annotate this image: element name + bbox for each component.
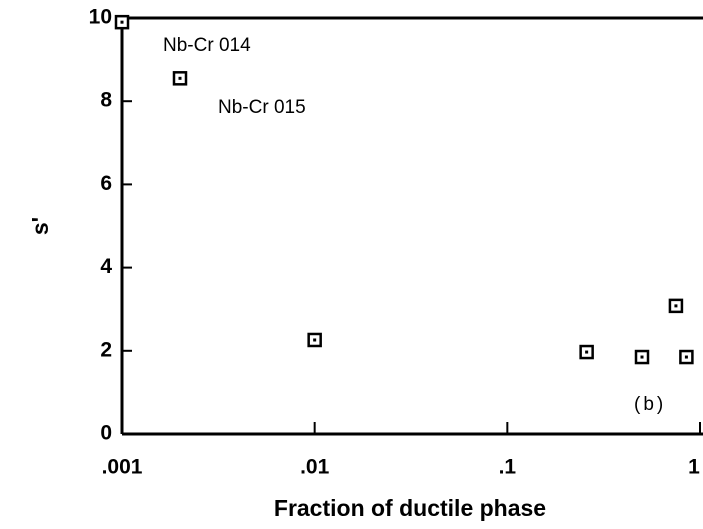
- annotation: Nb-Cr 014: [163, 35, 251, 56]
- point: [679, 349, 694, 365]
- y-tick-label: 4: [100, 255, 112, 278]
- y-tick-label: 8: [100, 89, 112, 112]
- x-tick-label: .001: [102, 456, 143, 479]
- y-tick-label: 2: [100, 338, 112, 361]
- x-tick-label: .1: [499, 456, 517, 479]
- point: [634, 349, 650, 365]
- y-tick-label: 10: [89, 6, 112, 29]
- point: [307, 332, 322, 348]
- y-tick-label: 6: [100, 172, 112, 195]
- point: [172, 71, 188, 86]
- annotation: Nb-Cr 015: [218, 97, 306, 118]
- y-tick-label: 0: [100, 422, 112, 445]
- point: [668, 298, 684, 314]
- x-axis-title: Fraction of ductile phase: [274, 495, 546, 521]
- x-tick-label: 1: [688, 456, 700, 479]
- point: [579, 344, 594, 360]
- point: [114, 14, 130, 30]
- x-tick-label: .01: [300, 456, 330, 479]
- annotation: (b): [634, 394, 666, 415]
- y-axis-title: s': [27, 217, 53, 235]
